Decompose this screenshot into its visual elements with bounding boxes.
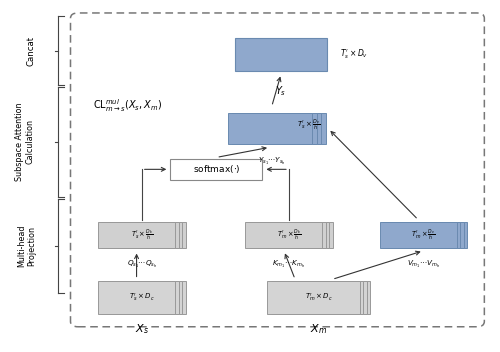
Text: $T_m'\times\frac{D_k}{h}$: $T_m'\times\frac{D_k}{h}$	[276, 227, 301, 242]
Bar	[278, 281, 370, 314]
Bar	[245, 221, 322, 248]
Bar	[236, 113, 322, 144]
Text: $Y_s$: $Y_s$	[276, 84, 287, 98]
Text: $\mathrm{CL}_{m\rightarrow s}^{mul}\left(X_s,X_m\right)$: $\mathrm{CL}_{m\rightarrow s}^{mul}\left…	[93, 98, 162, 114]
Bar	[228, 113, 312, 144]
Bar	[248, 221, 326, 248]
Text: $T_s'\times D_v$: $T_s'\times D_v$	[340, 48, 368, 61]
Bar	[235, 38, 328, 71]
Bar	[102, 221, 178, 248]
Bar	[268, 281, 360, 314]
Bar	[252, 221, 330, 248]
Bar	[170, 159, 262, 180]
Text: $T_m'\times D_c$: $T_m'\times D_c$	[305, 292, 332, 304]
Text: Cancat: Cancat	[26, 36, 35, 66]
Bar	[271, 281, 363, 314]
Text: Multi-head
Projection: Multi-head Projection	[17, 225, 36, 268]
Bar	[105, 221, 182, 248]
Bar	[390, 221, 468, 248]
Bar	[108, 221, 186, 248]
Bar	[380, 221, 457, 248]
Bar	[98, 221, 175, 248]
Bar	[386, 221, 464, 248]
Text: $T_s'\times\frac{D_v}{h}$: $T_s'\times\frac{D_v}{h}$	[296, 118, 320, 133]
Bar	[241, 113, 326, 144]
Bar	[274, 281, 366, 314]
Bar	[108, 281, 186, 314]
Text: $T_s'\times\frac{D_k}{h}$: $T_s'\times\frac{D_k}{h}$	[130, 227, 153, 242]
Text: $X_m$: $X_m$	[310, 322, 328, 336]
Bar	[105, 281, 182, 314]
Text: Subspace Attention
Calculation: Subspace Attention Calculation	[15, 102, 34, 181]
Text: $V_{m_1}\cdots V_{m_h}$: $V_{m_1}\cdots V_{m_h}$	[406, 259, 440, 270]
Text: $T_s'\times D_c$: $T_s'\times D_c$	[129, 292, 154, 304]
Bar	[256, 221, 333, 248]
Text: $Q_{s_1}\cdots Q_{s_h}$: $Q_{s_1}\cdots Q_{s_h}$	[126, 259, 157, 270]
Text: $T_m'\times\frac{D_v}{h}$: $T_m'\times\frac{D_v}{h}$	[412, 227, 436, 242]
Text: $K_{m_1}\cdots K_{m_h}$: $K_{m_1}\cdots K_{m_h}$	[272, 259, 306, 270]
Bar	[232, 113, 317, 144]
Text: $X_s$: $X_s$	[135, 322, 149, 336]
Text: $Y_{s_1}\cdots Y_{s_h}$: $Y_{s_1}\cdots Y_{s_h}$	[258, 156, 285, 167]
Bar	[98, 281, 175, 314]
Text: softmax$\left(\cdot\right)$: softmax$\left(\cdot\right)$	[192, 163, 240, 175]
Bar	[102, 281, 178, 314]
Bar	[383, 221, 460, 248]
